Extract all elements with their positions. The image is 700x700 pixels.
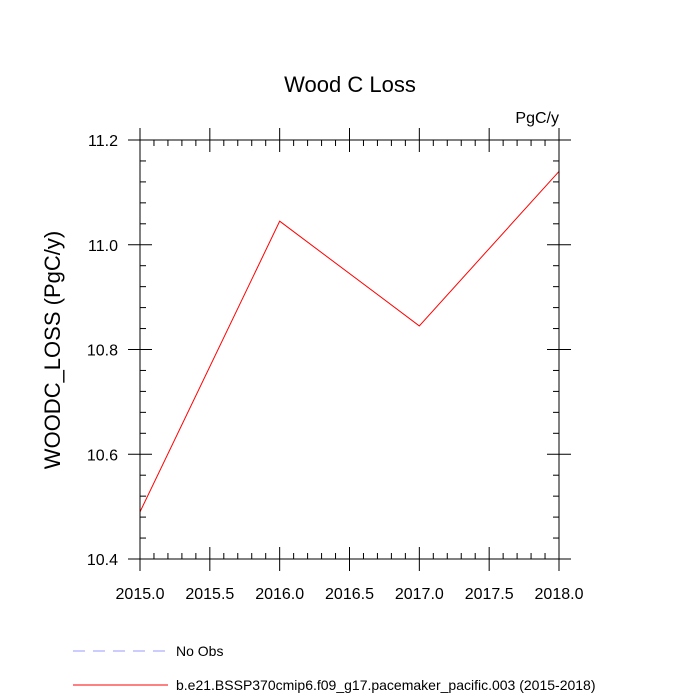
x-tick-label: 2016.0 xyxy=(255,586,304,603)
series-line xyxy=(139,171,560,513)
x-tick-label: 2016.5 xyxy=(325,586,374,603)
chart-title: Wood C Loss xyxy=(284,72,416,97)
tick-marks xyxy=(128,128,571,571)
y-axis-label: WOODC_LOSS (PgC/y) xyxy=(40,231,65,469)
legend-label-series: b.e21.BSSP370cmip6.f09_g17.pacemaker_pac… xyxy=(176,677,596,693)
units-label: PgC/y xyxy=(515,110,559,127)
y-tick-label: 11.2 xyxy=(88,133,118,150)
y-tick-label: 10.6 xyxy=(87,447,118,464)
y-tick-label: 10.4 xyxy=(87,552,118,569)
tick-labels: 2015.0 2015.5 2016.0 2016.5 2017.0 2017.5 2018… xyxy=(87,133,584,603)
legend: No Obs b.e21.BSSP370cmip6.f09_g17.pacema… xyxy=(73,643,596,693)
x-tick-label: 2015.5 xyxy=(185,586,234,603)
y-tick-label: 10.8 xyxy=(87,343,118,360)
plot-frame xyxy=(139,139,560,560)
series-layer xyxy=(139,171,560,513)
x-tick-label: 2017.0 xyxy=(395,586,444,603)
legend-label-no-obs: No Obs xyxy=(176,643,223,659)
x-tick-label: 2017.5 xyxy=(465,586,514,603)
x-tick-label: 2018.0 xyxy=(535,586,584,603)
x-tick-label: 2015.0 xyxy=(116,586,165,603)
y-tick-label: 11.0 xyxy=(88,238,118,255)
